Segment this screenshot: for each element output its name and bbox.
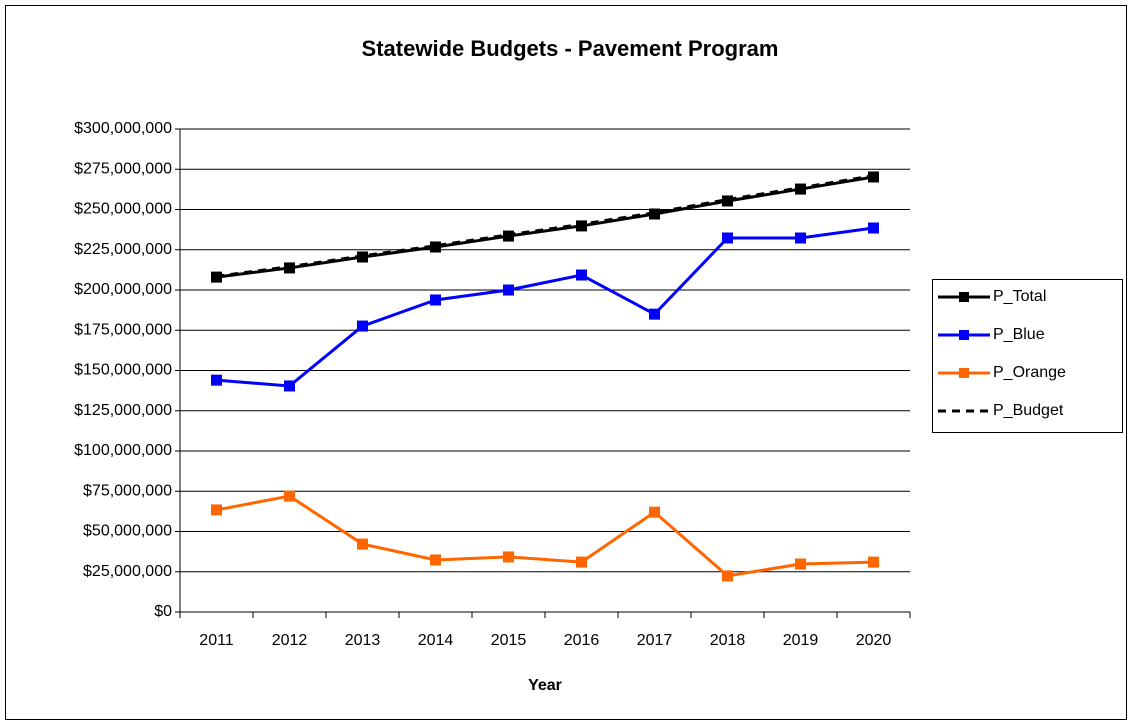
data-point [503, 284, 514, 296]
y-tick-label: $275,000,000 [74, 160, 172, 177]
x-axis-title: Year [528, 677, 562, 694]
x-tick-label: 2011 [199, 632, 234, 649]
data-point [211, 374, 222, 386]
data-point [649, 308, 660, 320]
y-tick-label: $250,000,000 [74, 201, 172, 218]
legend-label: P_Orange [993, 364, 1066, 381]
y-tick-label: $175,000,000 [74, 321, 172, 338]
data-point [211, 271, 222, 283]
y-tick-label: $125,000,000 [74, 402, 172, 419]
legend-marker [959, 292, 969, 302]
data-point [868, 556, 879, 568]
x-tick-label: 2014 [418, 632, 454, 649]
y-tick-label: $25,000,000 [83, 563, 172, 580]
data-point [211, 504, 222, 516]
data-point [503, 230, 514, 242]
x-tick-label: 2019 [783, 632, 819, 649]
data-point [357, 251, 368, 263]
y-tick-label: $150,000,000 [74, 362, 172, 379]
data-point [430, 241, 441, 253]
x-tick-label: 2015 [491, 632, 527, 649]
legend-marker [959, 330, 969, 340]
chart-title: Statewide Budgets - Pavement Program [362, 36, 779, 61]
y-tick-label: $225,000,000 [74, 241, 172, 258]
y-tick-label: $300,000,000 [74, 120, 172, 137]
data-point [576, 269, 587, 281]
data-point [503, 551, 514, 563]
series-line [216, 175, 874, 279]
data-point [430, 294, 441, 306]
data-point [722, 570, 733, 582]
legend-marker [959, 368, 969, 378]
data-point [284, 490, 295, 502]
x-tick-label: 2017 [637, 632, 673, 649]
data-point [868, 171, 879, 183]
data-point [430, 554, 441, 566]
legend-label: P_Total [993, 288, 1046, 305]
data-point [868, 222, 879, 234]
legend-label: P_Budget [993, 402, 1064, 419]
x-tick-label: 2012 [272, 632, 308, 649]
data-point [357, 320, 368, 332]
y-tick-label: $0 [154, 603, 172, 620]
y-tick-label: $50,000,000 [83, 523, 172, 540]
data-point [795, 232, 806, 244]
data-point [284, 262, 295, 274]
series-line [216, 494, 874, 578]
data-point [722, 232, 733, 244]
y-tick-label: $200,000,000 [74, 281, 172, 298]
legend-box [932, 279, 1123, 433]
x-tick-label: 2016 [564, 632, 600, 649]
y-tick-label: $100,000,000 [74, 442, 172, 459]
data-point [795, 183, 806, 195]
data-point [722, 195, 733, 207]
x-tick-label: 2020 [856, 632, 892, 649]
data-point [576, 220, 587, 232]
x-tick-label: 2013 [345, 632, 381, 649]
legend-label: P_Blue [993, 326, 1045, 343]
y-tick-label: $75,000,000 [83, 482, 172, 499]
data-point [649, 506, 660, 518]
series-line [216, 226, 874, 388]
data-point [284, 380, 295, 392]
data-point [357, 538, 368, 550]
data-point [795, 558, 806, 570]
x-tick-label: 2018 [710, 632, 746, 649]
data-point [649, 208, 660, 220]
data-point [576, 556, 587, 568]
